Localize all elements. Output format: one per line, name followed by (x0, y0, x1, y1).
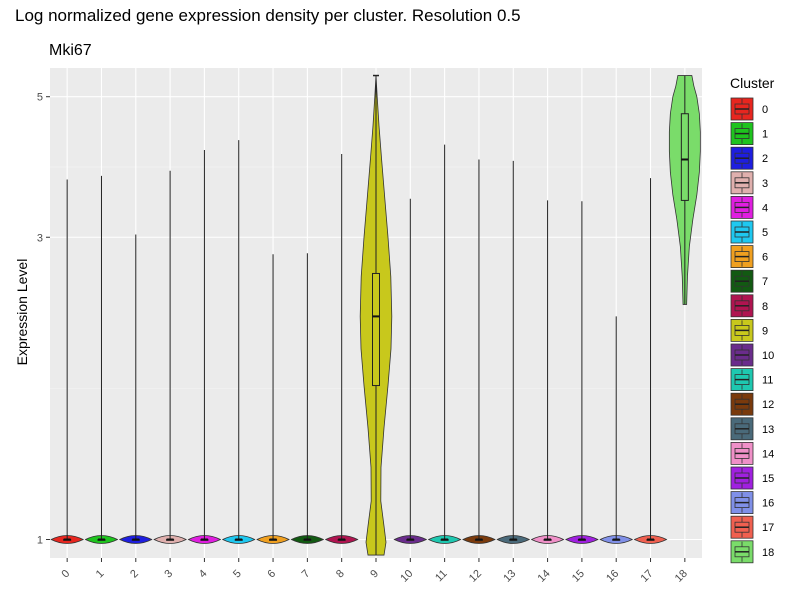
legend-label: 16 (762, 498, 774, 510)
x-tick-label: 7 (300, 568, 313, 581)
box (680, 113, 689, 201)
x-tick-label: 12 (467, 568, 484, 585)
x-tick-label: 17 (639, 568, 656, 585)
legend-label: 9 (762, 325, 768, 337)
legend-label: 8 (762, 301, 768, 313)
legend-key-5: 5 (730, 220, 768, 244)
legend-key-11: 11 (730, 368, 773, 392)
legend-key-0: 0 (730, 97, 768, 121)
violin-cluster-2 (118, 234, 153, 544)
legend-label: 13 (762, 424, 774, 436)
legend-key-12: 12 (730, 392, 774, 416)
violin-cluster-0 (50, 179, 85, 544)
violin-cluster-18 (668, 75, 701, 305)
x-tick-label: 14 (536, 568, 553, 585)
legend-label: 2 (762, 153, 768, 165)
legend-key-7: 7 (730, 269, 768, 293)
x-tick-label: 3 (162, 568, 175, 581)
legend-title: Cluster (730, 75, 775, 91)
chart-subtitle: Mki67 (49, 42, 92, 59)
legend-key-6: 6 (730, 245, 768, 269)
x-tick-label: 11 (433, 568, 450, 585)
x-tick-label: 5 (231, 568, 244, 581)
violin-cluster-7 (290, 253, 325, 544)
y-axis-title: Expression Level (14, 259, 30, 366)
legend-label: 18 (762, 547, 774, 559)
violin-marks (50, 74, 701, 556)
violin-cluster-8 (324, 154, 359, 544)
violin-cluster-6 (256, 254, 290, 544)
legend-label: 1 (762, 129, 768, 141)
violin-cluster-13 (496, 160, 531, 544)
y-tick-label: 5 (37, 92, 43, 104)
x-tick-label: 9 (368, 568, 381, 581)
x-tick-label: 4 (197, 568, 210, 581)
x-tick-label: 13 (501, 568, 518, 585)
box (372, 272, 380, 387)
legend-key-14: 14 (730, 441, 774, 465)
x-tick-label: 8 (334, 568, 347, 581)
legend-key-15: 15 (730, 466, 774, 490)
x-tick-label: 0 (59, 568, 72, 581)
chart-title: Log normalized gene expression density p… (15, 6, 521, 25)
legend-label: 0 (762, 104, 768, 116)
x-axis: 0 1 2 3 4 5 6 7 8 9 10 11 12 13 14 15 16 17 18 (59, 558, 690, 585)
violin-cluster-1 (84, 175, 119, 544)
legend-key-10: 10 (730, 343, 774, 367)
legend-label: 10 (762, 350, 774, 362)
legend-key-8: 8 (730, 294, 768, 318)
legend-label: 5 (762, 227, 768, 239)
violin-cluster-3 (153, 170, 188, 544)
violin-cluster-11 (427, 144, 462, 544)
legend-label: 15 (762, 473, 774, 485)
legend-key-1: 1 (730, 122, 768, 145)
legend-label: 17 (762, 522, 774, 534)
legend-label: 11 (762, 375, 773, 387)
x-tick-label: 18 (673, 568, 690, 585)
x-tick-label: 16 (604, 568, 621, 585)
x-tick-label: 10 (398, 568, 415, 585)
violin-cluster-17 (633, 178, 668, 544)
violin-cluster-10 (393, 198, 428, 544)
legend-key-17: 17 (730, 515, 774, 539)
violin-cluster-4 (187, 149, 222, 544)
legend-label: 12 (762, 399, 774, 411)
legend-key-4: 4 (730, 195, 768, 219)
violin-cluster-9 (359, 74, 393, 556)
x-tick-label: 2 (128, 568, 141, 581)
legend-label: 7 (762, 276, 768, 288)
y-tick-label: 1 (37, 535, 43, 547)
legend-key-18: 18 (730, 540, 774, 564)
violin-cluster-16 (599, 316, 634, 544)
violin-cluster-5 (221, 140, 256, 544)
legend-label: 14 (762, 448, 774, 460)
x-tick-label: 1 (94, 568, 107, 581)
x-tick-label: 15 (570, 568, 587, 585)
legend-label: 3 (762, 178, 768, 190)
legend-label: 4 (762, 202, 768, 214)
violin-cluster-15 (564, 201, 599, 544)
legend-key-16: 16 (730, 491, 774, 515)
violin-cluster-12 (462, 159, 496, 544)
violin-cluster-14 (530, 200, 565, 544)
legend-key-3: 3 (730, 171, 768, 195)
legend-key-13: 13 (730, 417, 774, 441)
x-tick-label: 6 (265, 568, 278, 581)
y-axis: 1 3 5 (37, 92, 50, 547)
legend-label: 6 (762, 252, 768, 264)
y-tick-label: 3 (37, 232, 43, 244)
legend-key-9: 9 (730, 318, 768, 342)
legend-key-2: 2 (730, 146, 768, 170)
